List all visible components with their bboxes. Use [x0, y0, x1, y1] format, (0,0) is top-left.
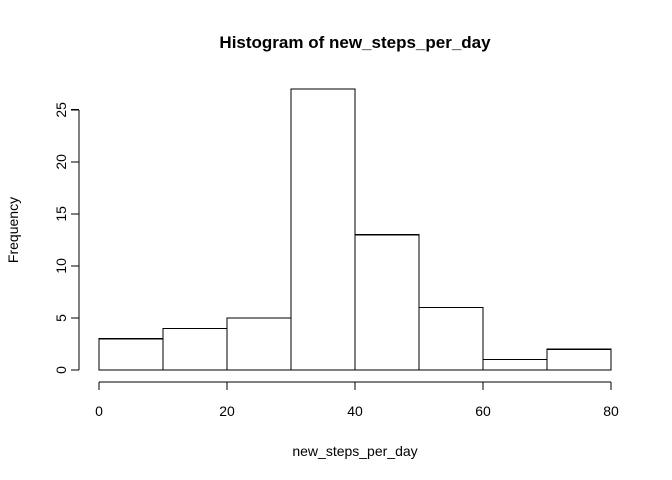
chart-title: Histogram of new_steps_per_day: [219, 33, 491, 52]
histogram-bar-5: [418, 306, 484, 371]
bars-group: [98, 88, 612, 371]
x-tick-label-4: 80: [603, 403, 619, 419]
histogram-bar-1: [162, 327, 228, 371]
histogram-bar-6: [482, 358, 548, 371]
x-axis: 0 20 40 60 80: [95, 381, 619, 419]
histogram-bar-4: [354, 234, 420, 371]
x-axis-label: new_steps_per_day: [292, 443, 417, 459]
y-tick-label-5: 25: [53, 102, 69, 118]
x-tick-label-2: 40: [347, 403, 363, 419]
histogram-bar-2: [226, 317, 292, 371]
histogram-bar-0: [98, 338, 164, 371]
x-tick-label-1: 20: [219, 403, 235, 419]
y-tick-label-3: 15: [53, 206, 69, 222]
x-tick-label-3: 60: [475, 403, 491, 419]
y-axis: 0 5 10 15 20 25: [53, 102, 80, 374]
histogram-bar-3: [290, 88, 356, 371]
y-tick-label-1: 5: [53, 314, 69, 322]
y-tick-label-4: 20: [53, 154, 69, 170]
y-axis-label: Frequency: [5, 197, 21, 263]
x-tick-label-0: 0: [95, 403, 103, 419]
histogram-bar-7: [546, 348, 612, 371]
y-tick-label-2: 10: [53, 258, 69, 274]
y-tick-label-0: 0: [53, 366, 69, 374]
